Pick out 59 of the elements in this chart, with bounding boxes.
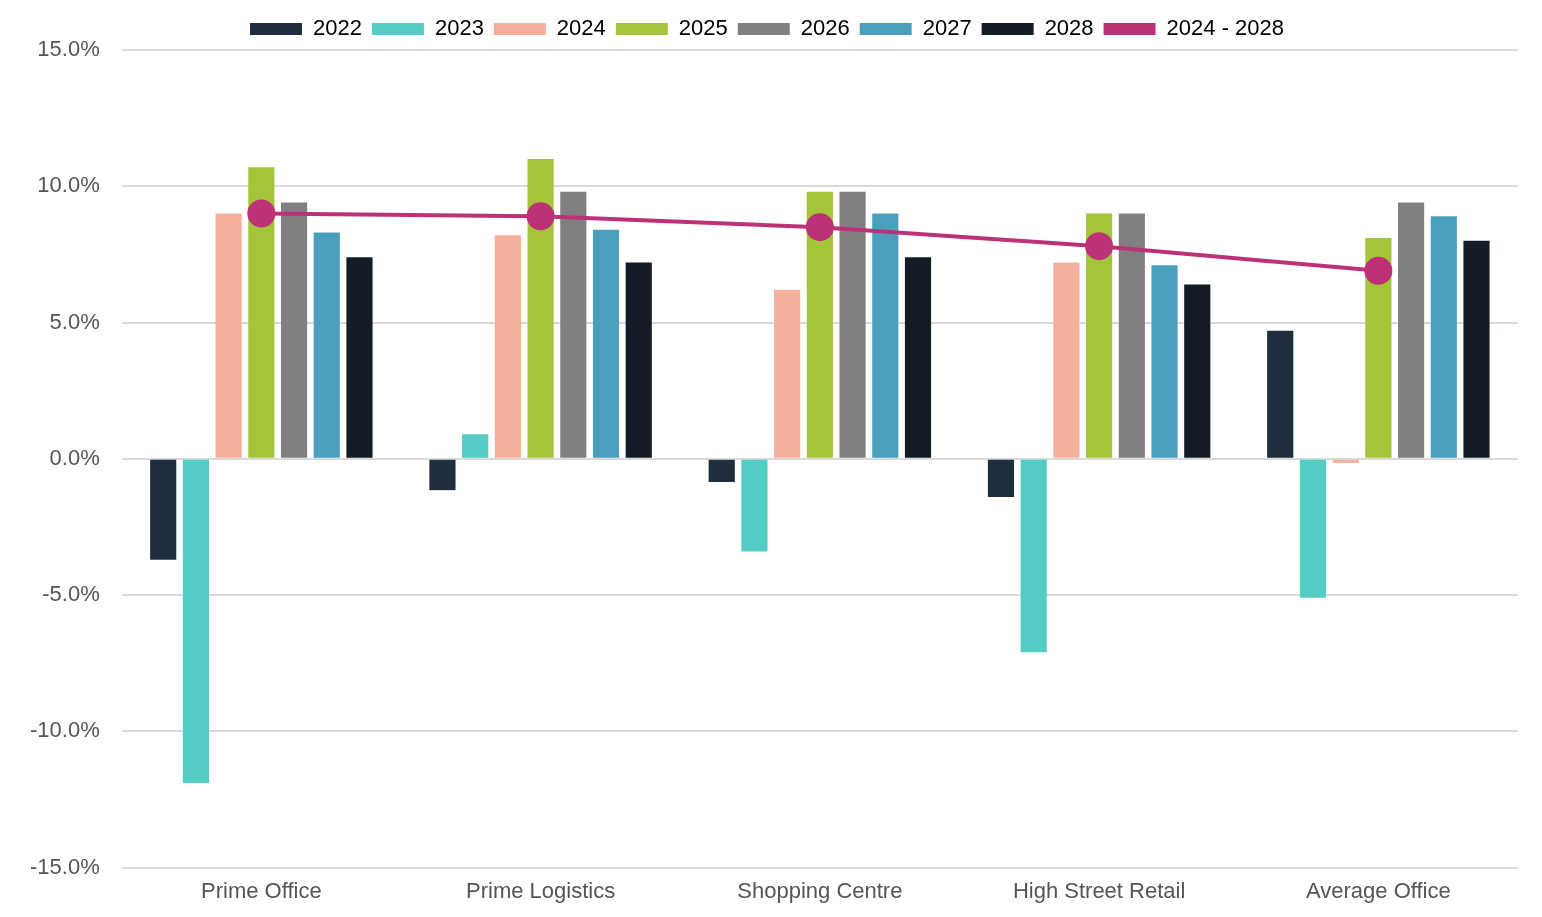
bar — [1267, 330, 1294, 458]
bar — [1299, 459, 1327, 598]
bar — [1086, 213, 1113, 458]
legend-label: 2023 — [434, 15, 484, 41]
bar — [592, 229, 620, 458]
y-tick-label: -10.0% — [29, 717, 100, 743]
point — [247, 199, 276, 228]
bar — [1332, 459, 1359, 463]
x-tick-label: Prime Logistics — [466, 877, 616, 903]
point — [1085, 232, 1114, 261]
bar — [462, 434, 489, 458]
bar — [872, 213, 899, 458]
legend-label: 2022 — [312, 15, 362, 41]
y-tick-label: 15.0% — [37, 36, 100, 62]
bar — [1430, 216, 1457, 458]
x-tick-label: High Street Retail — [1012, 877, 1186, 903]
bar — [1020, 459, 1047, 653]
bar — [987, 459, 1015, 497]
legend-label: 2025 — [678, 15, 728, 41]
bar — [248, 167, 275, 458]
point — [805, 213, 834, 242]
legend-label: 2026 — [800, 15, 850, 41]
bar — [1184, 284, 1211, 458]
legend-label: 2024 - 2028 — [1166, 15, 1285, 41]
bar — [313, 232, 340, 458]
y-tick-label: 0.0% — [49, 444, 100, 470]
x-tick-label: Prime Office — [201, 877, 322, 903]
bar — [215, 213, 242, 458]
bar — [182, 459, 209, 784]
bar — [1463, 240, 1490, 458]
bar — [527, 159, 554, 458]
legend-label: 2028 — [1044, 15, 1094, 41]
bar — [346, 257, 373, 458]
bar — [560, 191, 587, 458]
bar — [280, 202, 308, 458]
bar — [625, 262, 652, 458]
bar — [1398, 202, 1425, 458]
point — [526, 202, 555, 231]
bar — [494, 235, 521, 458]
bar — [1151, 265, 1178, 458]
x-tick-label: Average Office — [1306, 877, 1451, 903]
bar — [429, 459, 456, 491]
y-tick-label: -15.0% — [29, 853, 100, 879]
y-tick-label: -5.0% — [42, 581, 100, 607]
y-tick-label: 10.0% — [37, 172, 100, 198]
point — [1364, 256, 1393, 285]
bar — [708, 459, 735, 482]
bar — [150, 459, 177, 560]
legend-label: 2024 — [556, 15, 606, 41]
y-tick-label: 5.0% — [49, 308, 100, 334]
x-tick-label: Shopping Centre — [737, 877, 903, 903]
legend-label: 2027 — [922, 15, 972, 41]
bar — [774, 289, 801, 458]
bar — [904, 257, 932, 458]
bar — [741, 459, 768, 552]
bar — [1053, 262, 1080, 458]
bar — [839, 191, 866, 458]
bar — [1118, 213, 1145, 458]
bar — [806, 191, 833, 458]
